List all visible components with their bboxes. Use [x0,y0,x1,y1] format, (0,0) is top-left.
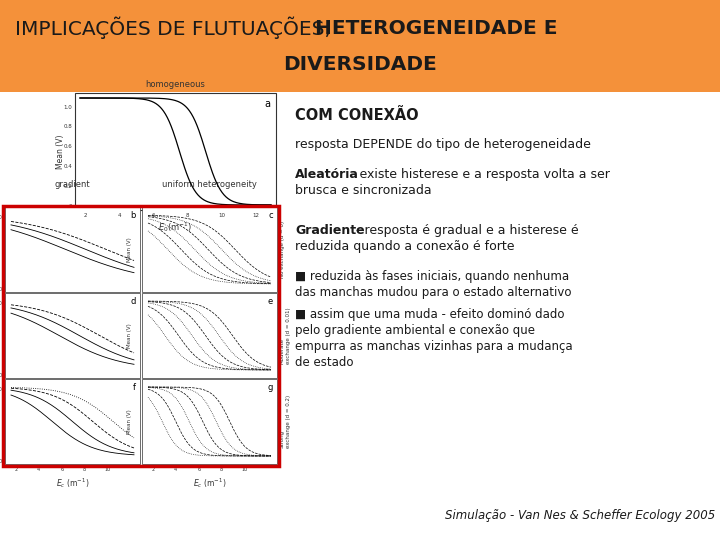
Text: 10: 10 [241,467,248,472]
Text: gradient: gradient [55,180,90,189]
Text: $E_0$(m$^{-1}$): $E_0$(m$^{-1}$) [158,220,193,234]
Text: Gradiente: Gradiente [295,224,364,237]
Text: 0: 0 [0,373,2,378]
Text: das manchas mudou para o estado alternativo: das manchas mudou para o estado alternat… [295,286,572,299]
Text: 10: 10 [104,467,111,472]
Text: 6: 6 [152,213,155,218]
Text: 6: 6 [60,467,63,472]
Text: Mean (V): Mean (V) [56,134,66,168]
Text: g: g [268,383,273,392]
Text: 0.6: 0.6 [63,144,72,150]
Text: 8: 8 [83,467,86,472]
Text: empurra as manchas vizinhas para a mudança: empurra as manchas vizinhas para a mudan… [295,340,572,353]
Bar [5,207,140,292]
Text: $E_c$ (m$^{-1}$): $E_c$ (m$^{-1}$) [56,476,89,490]
Bar [5,293,140,378]
Text: ■ assim que uma muda - efeito dominó dado: ■ assim que uma muda - efeito dominó dad… [295,308,564,321]
Text: COM CONEXÃO: COM CONEXÃO [295,108,418,123]
Text: a: a [264,99,270,109]
Text: 8: 8 [220,467,223,472]
Text: HETEROGENEIDADE E: HETEROGENEIDADE E [315,18,557,37]
Text: reduzida quando a conexão é forte: reduzida quando a conexão é forte [295,240,515,253]
Text: 1.0: 1.0 [0,301,2,306]
Text: - existe histerese e a resposta volta a ser: - existe histerese e a resposta volta a … [347,168,610,181]
Text: 10: 10 [218,213,225,218]
Bar [142,293,277,378]
Text: Simulação - Van Nes & Scheffer Ecology 2005: Simulação - Van Nes & Scheffer Ecology 2… [445,509,715,522]
Text: Mean (V): Mean (V) [127,409,132,434]
Text: b: b [130,211,136,220]
Text: 4: 4 [37,467,40,472]
Text: 4: 4 [117,213,121,218]
Text: IMPLICAÇÕES DE FLUTUAÇÕES,: IMPLICAÇÕES DE FLUTUAÇÕES, [15,17,338,39]
Bar [75,93,276,210]
Text: DIVERSIDADE: DIVERSIDADE [283,55,437,73]
Text: 2: 2 [84,213,87,218]
Text: No exchange (d = 0): No exchange (d = 0) [280,221,285,278]
Text: 4: 4 [174,467,177,472]
Text: 0: 0 [68,204,72,209]
Text: 1.0: 1.0 [0,387,2,392]
Text: pelo gradiente ambiental e conexão que: pelo gradiente ambiental e conexão que [295,324,535,337]
Text: homogeneous: homogeneous [145,80,205,89]
Text: 1.0: 1.0 [63,105,72,110]
Text: e: e [268,297,273,306]
Text: d: d [130,297,136,306]
Text: de estado: de estado [295,356,354,369]
Text: 0.2: 0.2 [63,184,72,189]
Text: 8: 8 [186,213,189,218]
Text: brusca e sincronizada: brusca e sincronizada [295,184,431,197]
Text: 6: 6 [197,467,200,472]
Text: Aleatória: Aleatória [295,168,359,181]
Text: resposta DEPENDE do tipo de heterogeneidade: resposta DEPENDE do tipo de heterogeneid… [295,138,591,151]
Text: 12: 12 [253,213,259,218]
Text: f: f [133,383,136,392]
Text: Mean (V): Mean (V) [127,237,132,262]
Text: c: c [269,211,273,220]
Text: 0: 0 [0,459,2,464]
Text: 0.4: 0.4 [63,164,72,169]
Text: 0.8: 0.8 [63,124,72,130]
Text: 1.0: 1.0 [0,215,2,220]
Bar [0,0,720,92]
Text: Strong
exchange (d = 0.2): Strong exchange (d = 0.2) [280,395,291,448]
Text: 0: 0 [0,287,2,292]
Text: $E_c$ (m$^{-1}$): $E_c$ (m$^{-1}$) [193,476,226,490]
Text: Moderate
exchange (d = 0.01): Moderate exchange (d = 0.01) [280,307,291,364]
Bar [5,379,140,464]
Text: - resposta é gradual e a histerese é: - resposta é gradual e a histerese é [352,224,579,237]
Bar [3,206,279,466]
Text: 2: 2 [14,467,17,472]
Text: Mean (V): Mean (V) [127,323,132,348]
Text: 2: 2 [151,467,154,472]
Text: uniform heterogeneity: uniform heterogeneity [162,180,257,189]
Text: ■ reduzida às fases iniciais, quando nenhuma: ■ reduzida às fases iniciais, quando nen… [295,270,569,283]
Bar [142,379,277,464]
Bar [142,207,277,292]
